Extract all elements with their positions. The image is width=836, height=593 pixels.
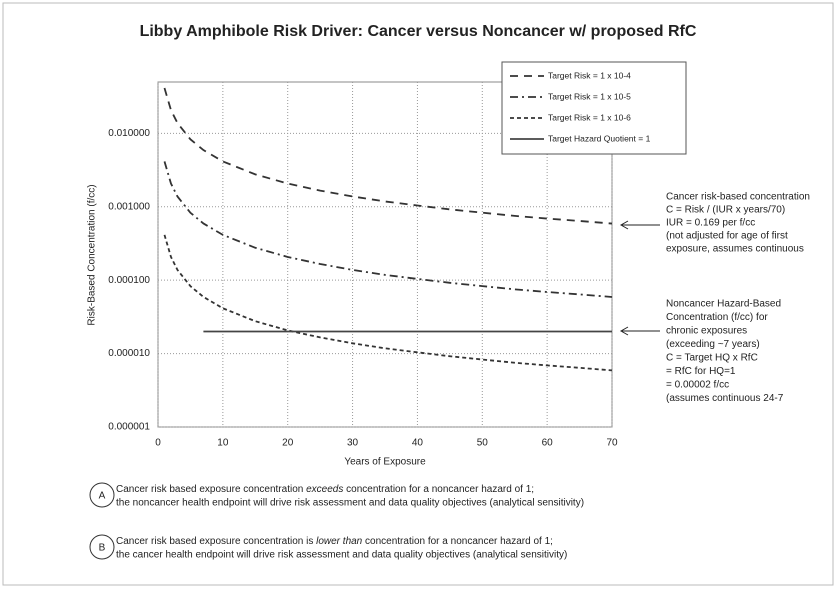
footnote: the noncancer health endpoint will drive… <box>116 498 584 509</box>
x-tick-label: 30 <box>347 438 359 449</box>
y-tick-label: 0.001000 <box>108 201 150 212</box>
note: Concentration (f/cc) for <box>666 312 768 323</box>
footnote: Cancer risk based exposure concentration… <box>116 484 534 495</box>
note: C = Risk / (IUR x years/70) <box>666 205 785 216</box>
arrow-head <box>619 326 629 336</box>
footnote-part: concentration for a noncancer hazard of … <box>343 484 534 495</box>
y-tick-label: 0.000010 <box>108 348 150 359</box>
x-axis-label: Years of Exposure <box>344 457 426 468</box>
marker-circle <box>89 534 115 560</box>
footnote-part: concentration for a noncancer hazard of … <box>362 536 553 547</box>
y-tick-label: 0.000100 <box>108 275 150 286</box>
y-tick-label: 0.010000 <box>108 128 150 139</box>
chart-title: Libby Amphibole Risk Driver: Cancer vers… <box>140 23 697 40</box>
footnote-part: lower than <box>316 536 363 547</box>
note: Noncancer Hazard-Based <box>666 299 781 310</box>
footnote-part: Cancer risk based exposure concentration <box>116 484 306 495</box>
legend-label: Target Risk = 1 x 10-6 <box>548 112 631 122</box>
x-tick-label: 60 <box>542 438 554 449</box>
x-tick-label: 0 <box>155 438 161 449</box>
note: exposure, assumes continuous <box>666 244 804 255</box>
note: C = Target HQ x RfC <box>666 353 758 364</box>
y-axis-label: Risk-Based Concentration (f/cc) <box>87 184 98 325</box>
x-tick-label: 50 <box>477 438 489 449</box>
x-tick-label: 20 <box>282 438 294 449</box>
note: Cancer risk-based concentration <box>666 192 810 203</box>
note: chronic exposures <box>666 326 747 337</box>
marker: B <box>99 543 106 554</box>
legend-label: Target Risk = 1 x 10-5 <box>548 91 631 101</box>
note: (not adjusted for age of first <box>666 231 788 242</box>
x-tick-label: 40 <box>412 438 424 449</box>
footnote: the cancer health endpoint will drive ri… <box>116 550 567 561</box>
legend-label: Target Risk = 1 x 10-4 <box>548 70 631 80</box>
footnote-part: exceeds <box>306 484 343 495</box>
footnote-part: Cancer risk based exposure concentration… <box>116 536 316 547</box>
series-line <box>163 161 613 298</box>
note: (assumes continuous 24-7 <box>666 393 784 404</box>
note: = 0.00002 f/cc <box>666 380 729 391</box>
note: = RfC for HQ=1 <box>666 366 736 377</box>
x-tick-label: 70 <box>606 438 618 449</box>
x-tick-label: 10 <box>217 438 229 449</box>
series-line <box>163 87 613 225</box>
legend-label: Target Hazard Quotient = 1 <box>548 133 651 143</box>
note: IUR = 0.169 per f/cc <box>666 218 755 229</box>
y-tick-label: 0.000001 <box>108 422 150 433</box>
marker: A <box>99 491 106 502</box>
arrow-head <box>619 220 629 230</box>
footnote: Cancer risk based exposure concentration… <box>116 536 553 547</box>
series-line <box>163 234 613 372</box>
marker-circle <box>89 482 115 508</box>
note: (exceeding ~7 years) <box>666 339 760 350</box>
